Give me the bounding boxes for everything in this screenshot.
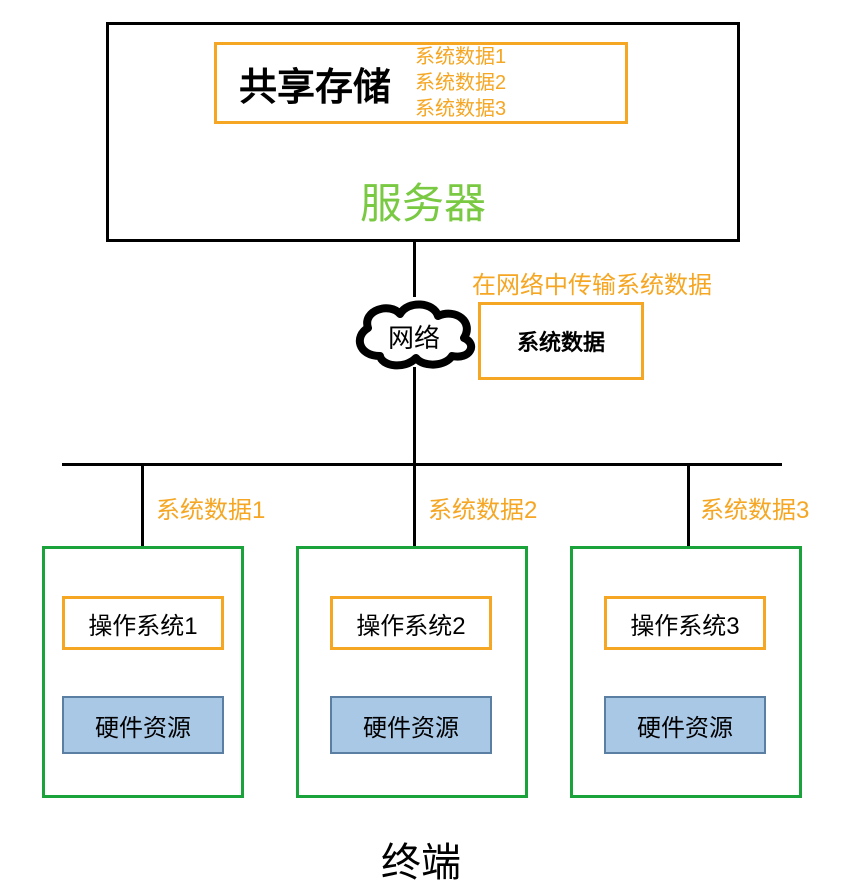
- connector-bus: [62, 463, 782, 466]
- terminals-section-label: 终端: [0, 830, 842, 888]
- shared-storage-item: 系统数据2: [415, 70, 506, 96]
- os-box: 操作系统2: [330, 596, 492, 650]
- server-label: 服务器: [106, 170, 740, 231]
- shared-storage-list: 系统数据1 系统数据2 系统数据3: [415, 44, 506, 122]
- hardware-box: 硬件资源: [330, 696, 492, 754]
- os-label: 操作系统1: [88, 606, 197, 641]
- hardware-label: 硬件资源: [637, 708, 733, 743]
- connector-line: [413, 242, 416, 297]
- connector-drop: [413, 463, 416, 546]
- os-label: 操作系统3: [630, 606, 739, 641]
- hardware-box: 硬件资源: [604, 696, 766, 754]
- terminal-top-label: 系统数据2: [428, 490, 537, 525]
- shared-storage-item: 系统数据3: [415, 96, 506, 122]
- shared-storage-box: 共享存储 系统数据1 系统数据2 系统数据3: [214, 42, 628, 124]
- system-data-box: 系统数据: [478, 302, 644, 380]
- hardware-label: 硬件资源: [95, 708, 191, 743]
- connector-line: [413, 367, 416, 463]
- connector-drop: [141, 463, 144, 546]
- terminal-box: [570, 546, 802, 798]
- terminal-box: [42, 546, 244, 798]
- connector-drop: [687, 463, 690, 546]
- os-box: 操作系统1: [62, 596, 224, 650]
- network-annotation: 在网络中传输系统数据: [472, 265, 712, 300]
- terminal-top-label: 系统数据3: [700, 490, 809, 525]
- os-box: 操作系统3: [604, 596, 766, 650]
- shared-storage-title: 共享存储: [239, 56, 391, 111]
- system-data-label: 系统数据: [517, 325, 605, 357]
- cloud-label: 网络: [388, 318, 440, 355]
- terminal-top-label: 系统数据1: [156, 490, 265, 525]
- shared-storage-item: 系统数据1: [415, 44, 506, 70]
- hardware-box: 硬件资源: [62, 696, 224, 754]
- os-label: 操作系统2: [356, 606, 465, 641]
- hardware-label: 硬件资源: [363, 708, 459, 743]
- terminal-box: [296, 546, 528, 798]
